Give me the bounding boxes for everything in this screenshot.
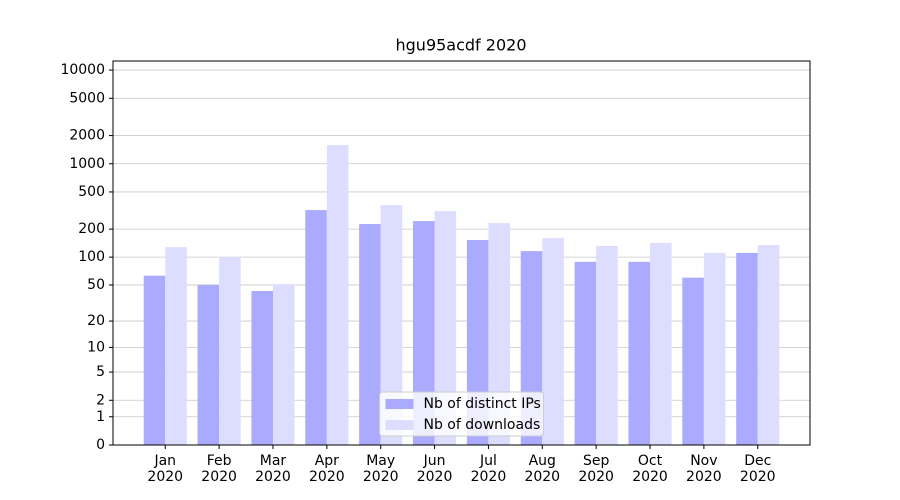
legend: Nb of distinct IPs Nb of downloads: [379, 391, 544, 437]
legend-label: Nb of distinct IPs: [424, 396, 541, 412]
bar: [326, 145, 349, 445]
bar: [219, 257, 241, 445]
bar: [143, 275, 166, 445]
x-tick-label: Oct 2020: [632, 453, 668, 485]
x-tick-label: Mar 2020: [255, 453, 291, 485]
bar: [380, 205, 403, 445]
bar: [197, 284, 220, 445]
x-tick-label: May 2020: [362, 453, 399, 485]
bar: [757, 245, 780, 445]
y-tick-label: 5000: [69, 90, 105, 106]
y-tick-label: 2: [96, 392, 105, 408]
bar: [434, 211, 457, 445]
bar: [703, 252, 726, 445]
x-tick-label: Apr 2020: [309, 453, 345, 485]
x-tick-label: Jul 2020: [470, 453, 507, 485]
y-tick-label: 10000: [60, 62, 105, 78]
x-tick-label: Dec 2020: [739, 453, 776, 485]
plot-frame: [112, 60, 811, 446]
y-tick-label: 500: [78, 184, 105, 200]
x-tick-label: Feb 2020: [201, 453, 237, 485]
y-tick-label: 20: [87, 313, 105, 329]
x-tick-label: Sep 2020: [578, 453, 614, 485]
legend-swatch: [385, 399, 414, 409]
bar: [488, 223, 510, 445]
y-tick-label: 50: [87, 277, 105, 293]
bar: [596, 245, 618, 445]
y-tick-label: 1: [96, 409, 105, 425]
y-tick-label: 1000: [69, 156, 105, 172]
bar: [251, 290, 273, 445]
bar: [272, 284, 295, 445]
bar: [165, 247, 187, 445]
bar: [542, 238, 564, 445]
x-tick-label: Jan 2020: [147, 453, 184, 485]
chart-title: hgu95acdf 2020: [396, 36, 527, 55]
x-tick-label: Aug 2020: [524, 453, 561, 485]
x-tick-label: Jun 2020: [416, 453, 453, 485]
y-tick-label: 5: [96, 364, 105, 380]
bar: [359, 223, 381, 445]
y-tick-label: 2000: [69, 128, 105, 144]
legend-frame: [379, 391, 544, 437]
bar: [682, 277, 704, 445]
legend-swatch: [385, 420, 414, 430]
y-tick-label: 200: [78, 221, 105, 237]
bar: [574, 261, 597, 445]
y-tick-label: 10: [87, 339, 105, 355]
bar: [736, 252, 758, 445]
y-tick-label: 0: [96, 437, 105, 453]
bar: [650, 242, 672, 445]
x-tick-label: Nov 2020: [686, 453, 722, 485]
legend-label: Nb of downloads: [424, 417, 541, 433]
bar: [628, 261, 651, 445]
bar: [305, 210, 327, 445]
y-tick-label: 100: [78, 249, 105, 265]
bar: [413, 221, 435, 445]
